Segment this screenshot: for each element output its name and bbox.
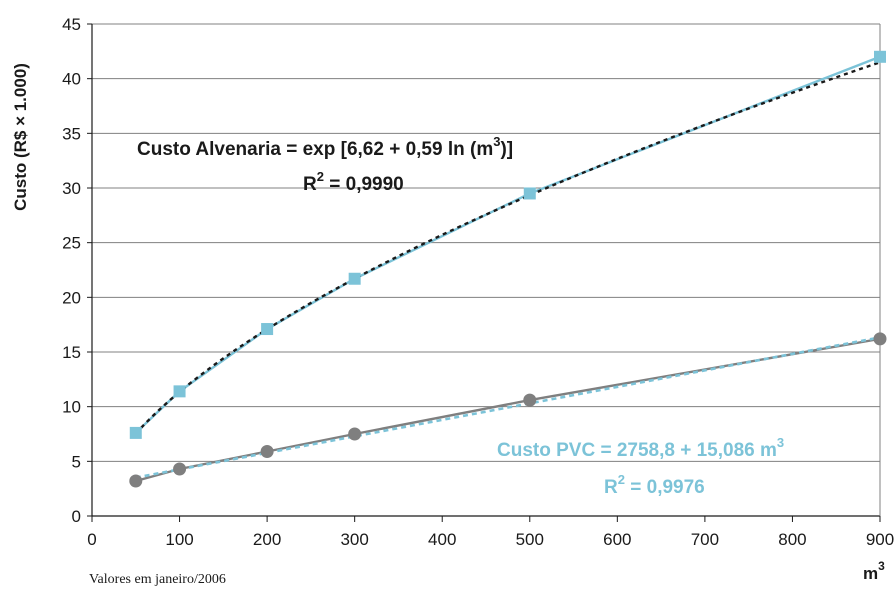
data-point-alvenaria [523,187,536,200]
alvenaria-equation-end: )] [500,139,513,160]
y-tick-label: 45 [62,15,81,34]
alvenaria-r2-value: = 0,9990 [324,174,404,195]
alvenaria-equation: Custo Alvenaria = exp [6,62 + 0,59 ln (m… [137,134,513,160]
x-tick-label: 600 [603,530,631,549]
trendline-pvc [135,336,881,479]
data-point-pvc [348,427,362,441]
alvenaria-equation-main: Custo Alvenaria = exp [6,62 + 0,59 ln (m [137,139,493,160]
data-point-pvc [260,444,274,458]
y-tick-label: 15 [62,343,81,362]
pvc-equation: Custo PVC = 2758,8 + 15,086 m3 [497,435,784,461]
y-tick-labels: 0 5 10 15 20 25 30 35 40 45 [62,15,81,526]
pvc-r2-sup: 2 [618,472,625,487]
x-tick-label: 900 [866,530,894,549]
series-line-alvenaria [134,55,881,434]
alvenaria-r2-sup: 2 [317,169,324,184]
x-tick-label: 100 [165,530,193,549]
x-tick-labels: 0 100 200 300 400 500 600 700 800 900 [87,530,894,549]
pvc-equation-sup: 3 [777,435,784,450]
x-tick-label: 500 [516,530,544,549]
x-axis-unit-sup: 3 [878,559,885,573]
footnote: Valores em janeiro/2006 [89,572,226,587]
x-axis-unit-label: m3 [863,559,885,583]
axes [87,23,881,522]
trendline-alvenaria [134,61,881,435]
x-tick-label: 300 [340,530,368,549]
pvc-r2-base: R [604,477,618,498]
y-tick-label: 30 [62,179,81,198]
x-tick-label: 800 [778,530,806,549]
alvenaria-r2-base: R [303,174,317,195]
y-axis-label: Custo (R$ × 1.000) [11,63,30,211]
y-tick-label: 5 [72,452,81,471]
data-point-alvenaria [348,272,361,285]
series-markers [129,50,887,488]
y-tick-label: 40 [62,70,81,89]
pvc-equation-main: Custo PVC = 2758,8 + 15,086 m [497,440,777,461]
data-point-alvenaria [129,426,142,439]
pvc-r2: R2 = 0,9976 [604,472,705,498]
x-tick-label: 0 [87,530,96,549]
alvenaria-r2: R2 = 0,9990 [303,169,404,195]
pvc-r2-value: = 0,9976 [625,477,705,498]
x-tick-label: 200 [253,530,281,549]
series-lines [134,55,881,483]
data-point-alvenaria [874,50,886,63]
data-point-alvenaria [261,323,274,336]
grid-lines [92,23,880,462]
alvenaria-equation-sup: 3 [493,134,500,149]
y-tick-label: 35 [62,124,81,143]
x-tick-label: 400 [428,530,456,549]
x-axis-unit-base: m [863,564,878,583]
y-tick-label: 0 [72,507,81,526]
data-point-pvc [129,474,143,488]
data-point-pvc [173,462,187,476]
data-point-alvenaria [173,385,186,398]
x-tick-label: 700 [691,530,719,549]
y-tick-label: 20 [62,288,81,307]
y-tick-label: 25 [62,234,81,253]
y-tick-label: 10 [62,398,81,417]
data-point-pvc [523,393,537,407]
data-point-pvc [873,332,887,346]
